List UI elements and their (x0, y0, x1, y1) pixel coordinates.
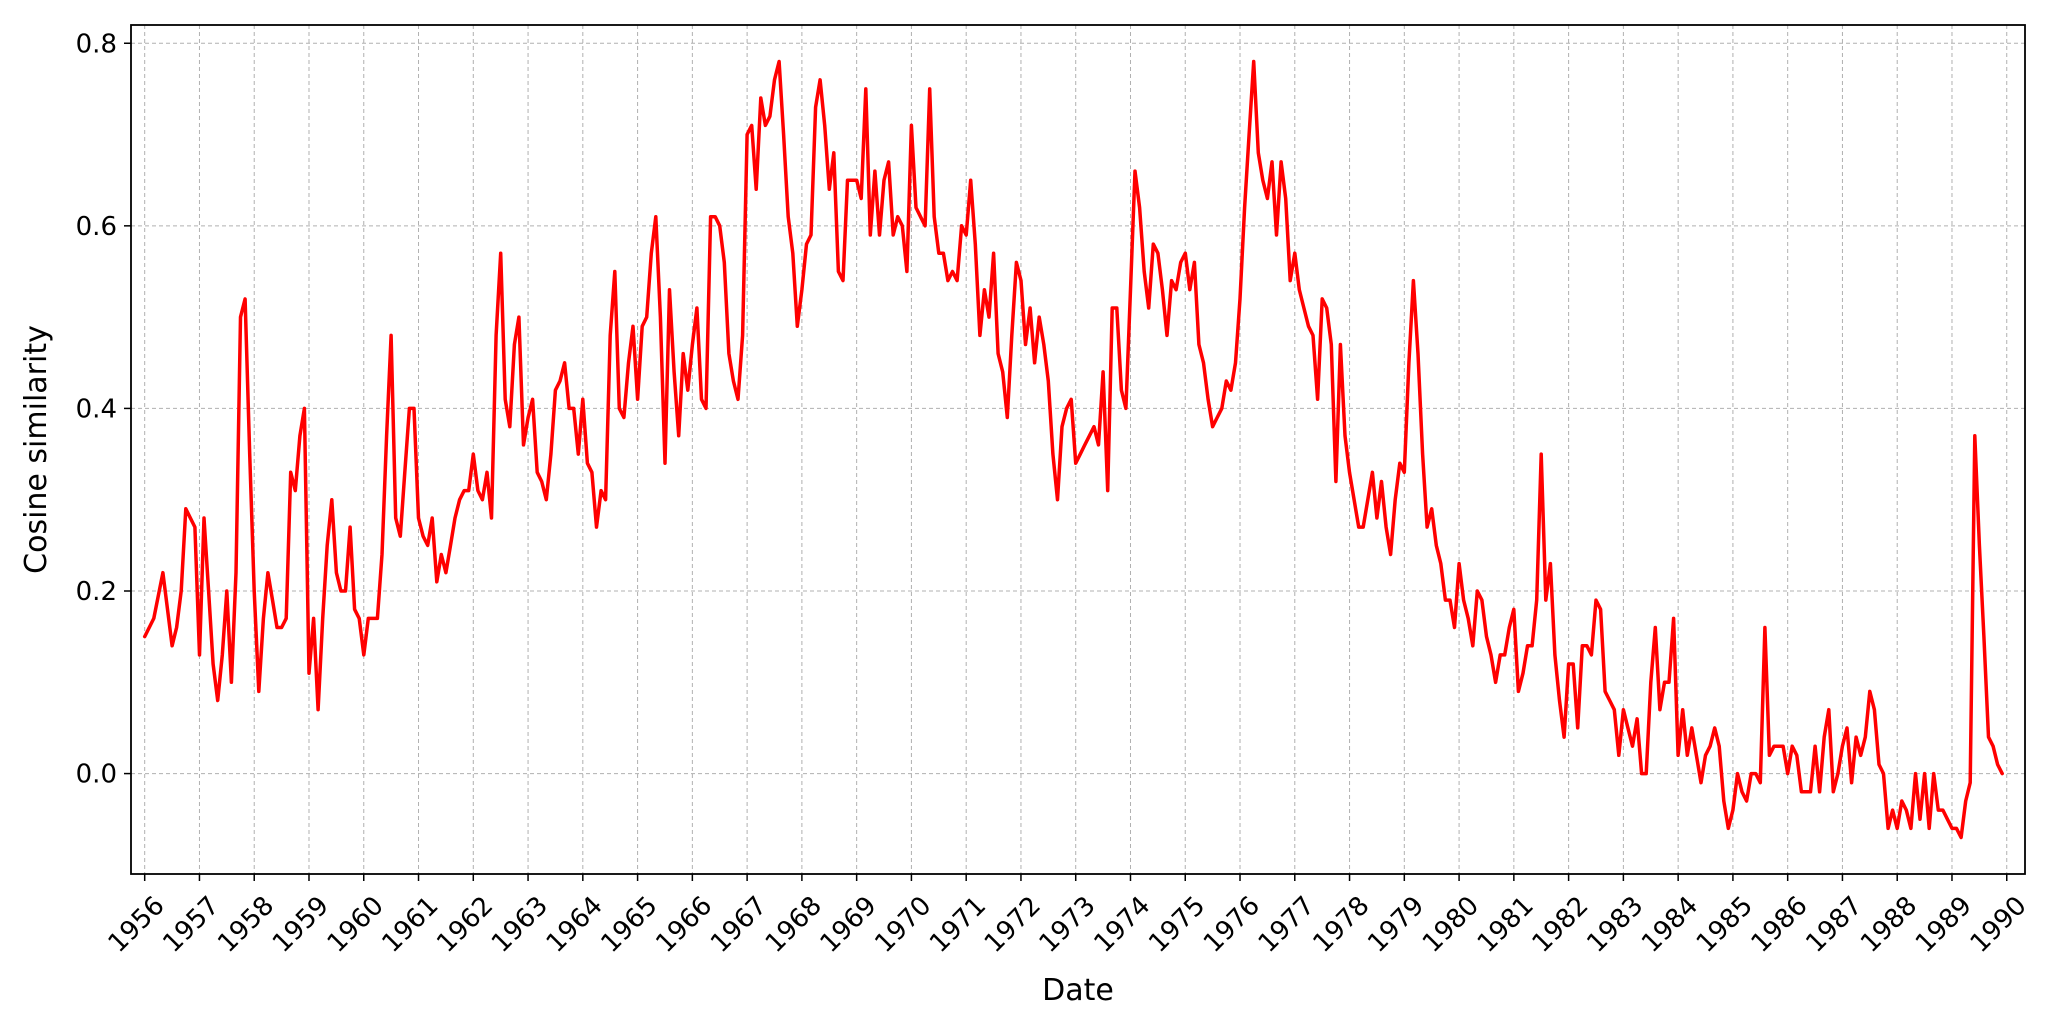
x-tick-label: 1981 (1472, 891, 1540, 959)
x-tick-label: 1967 (705, 891, 773, 959)
x-tick-label: 1958 (212, 891, 280, 959)
x-tick-label: 1972 (979, 891, 1047, 959)
x-tick-label: 1976 (1198, 891, 1266, 959)
x-tick-label: 1956 (103, 891, 171, 959)
x-tick-label: 1977 (1253, 891, 1321, 959)
x-tick-label: 1964 (541, 891, 609, 959)
series-line (142, 59, 2004, 840)
x-tick-label: 1969 (815, 891, 883, 959)
x-tick-label: 1973 (1034, 891, 1102, 959)
series-layer (142, 59, 2004, 840)
x-tick-label: 1957 (157, 891, 225, 959)
x-tick-label: 1971 (924, 891, 992, 959)
x-tick-label: 1980 (1417, 891, 1485, 959)
x-axis-label: Date (1042, 973, 1114, 1008)
x-tick-label: 1987 (1800, 891, 1868, 959)
x-tick-label: 1966 (650, 891, 718, 959)
x-tick-label: 1978 (1308, 891, 1376, 959)
x-tick-label: 1959 (267, 891, 335, 959)
x-tick-label: 1960 (322, 891, 390, 959)
x-tick-label: 1984 (1636, 891, 1704, 959)
x-tick-label: 1968 (760, 891, 828, 959)
ticks: 0.00.20.40.60.81956195719581959196019611… (76, 29, 2033, 958)
x-tick-label: 1990 (1965, 891, 2033, 959)
x-tick-label: 1985 (1691, 891, 1759, 959)
x-tick-label: 1989 (1910, 891, 1978, 959)
x-tick-label: 1970 (869, 891, 937, 959)
x-tick-label: 1975 (1143, 891, 1211, 959)
x-tick-label: 1986 (1746, 891, 1814, 959)
x-tick-label: 1979 (1362, 891, 1430, 959)
plot-frame (130, 24, 2026, 875)
x-tick-label: 1965 (596, 891, 664, 959)
y-tick-label: 0.4 (76, 394, 117, 424)
y-tick-label: 0.8 (76, 29, 117, 59)
x-tick-label: 1961 (376, 891, 444, 959)
x-tick-label: 1983 (1581, 891, 1649, 959)
x-tick-label: 1963 (486, 891, 554, 959)
y-tick-label: 0.2 (76, 577, 117, 607)
x-tick-label: 1988 (1855, 891, 1923, 959)
y-tick-label: 0.6 (76, 212, 117, 242)
x-tick-label: 1962 (431, 891, 499, 959)
x-tick-label: 1974 (1088, 891, 1156, 959)
y-tick-label: 0.0 (76, 760, 117, 790)
y-axis-label: Cosine similarity (19, 325, 54, 574)
x-tick-label: 1982 (1527, 891, 1595, 959)
